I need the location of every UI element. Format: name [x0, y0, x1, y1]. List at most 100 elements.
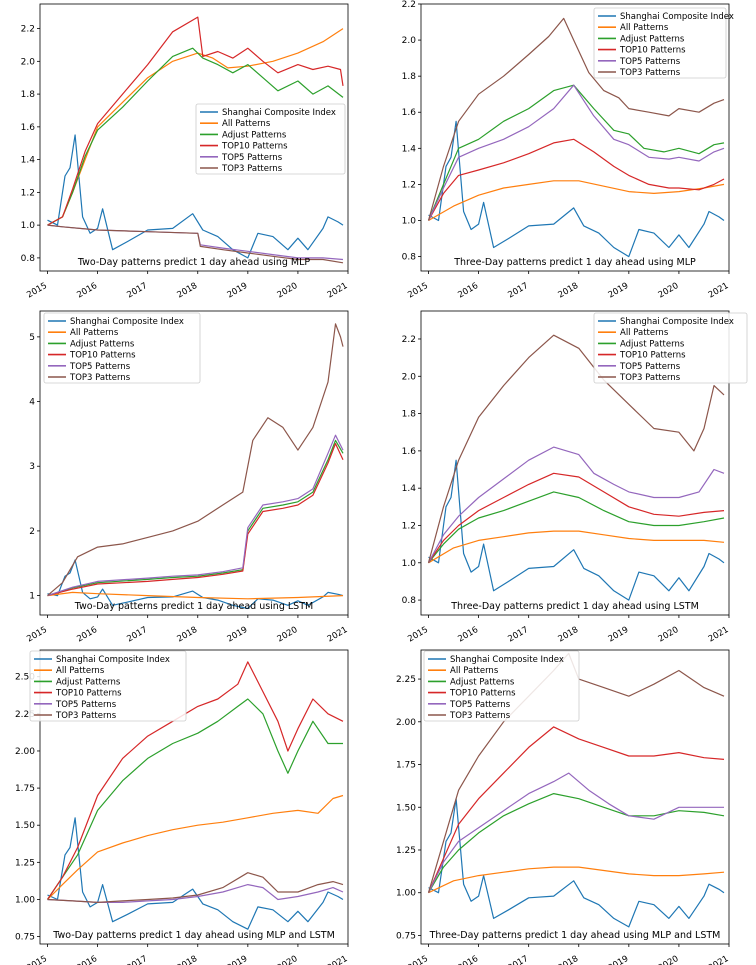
x-tick-label: 2015	[25, 625, 49, 644]
y-tick-label: 0.8	[21, 254, 36, 264]
y-tick-label: 1.4	[402, 484, 417, 494]
y-tick-label: 2.0	[402, 36, 417, 46]
y-tick-label: 1.0	[21, 221, 36, 231]
y-tick-label: 2	[29, 527, 35, 537]
chart-panel-2: 0.8 1.0 1.2 1.4 1.6 1.8 2.0 2.2 2015 2016 2017 2018…	[402, 0, 734, 300]
axes-frame	[39, 649, 349, 945]
legend-label: TOP10 Patterns	[619, 351, 686, 361]
series-line-5	[47, 434, 344, 597]
y-tick-label: 5	[29, 333, 35, 343]
series-line-3	[47, 47, 344, 226]
series-line-1	[428, 459, 725, 601]
legend-box	[195, 103, 346, 175]
x-tick-label: 2021	[707, 625, 731, 644]
chart-title: Two-Day patterns predict 1 day ahead usi…	[52, 930, 335, 941]
legend-label: TOP3 Patterns	[449, 711, 511, 721]
y-tick-label: 2.25	[15, 710, 35, 720]
legend-label: Adjust Patterns	[70, 339, 135, 349]
x-tick-label: 2021	[326, 625, 350, 644]
legend-label: All Patterns	[620, 23, 669, 33]
chart-title: Three-Day patterns predict 1 day ahead u…	[429, 930, 721, 941]
x-tick-label: 2016	[456, 954, 480, 965]
y-tick-label: 1.8	[402, 410, 417, 420]
y-tick-label: 1.4	[402, 144, 417, 154]
y-tick-label: 1.8	[402, 72, 417, 82]
legend-label: TOP5 Patterns	[55, 700, 117, 710]
y-tick-label: 1	[29, 592, 35, 602]
series-line-5	[427, 84, 725, 221]
series-line-1	[47, 817, 344, 930]
legend-label: All Patterns	[620, 328, 669, 338]
x-tick-label: 2020	[276, 281, 300, 300]
series-line-6	[427, 17, 725, 221]
series-line-3	[427, 84, 725, 221]
x-tick-label: 2020	[657, 625, 681, 644]
x-tick-label: 2018	[176, 954, 200, 965]
x-tick-label: 2016	[75, 625, 99, 644]
y-tick-label: 1.25	[396, 846, 416, 856]
y-tick-label: 1.8	[21, 90, 36, 100]
series-line-5	[47, 224, 344, 261]
series-line-4	[47, 443, 344, 597]
y-tick-label: 2.2	[402, 0, 416, 10]
series-line-3	[428, 491, 725, 564]
x-tick-label: 2017	[125, 625, 149, 644]
legend-label: TOP5 Patterns	[619, 362, 681, 372]
y-tick-label: 1.75	[396, 761, 416, 771]
x-tick-label: 2015	[406, 954, 430, 965]
x-tick-label: 2016	[456, 625, 480, 644]
y-tick-label: 1.2	[402, 521, 416, 531]
y-tick-label: 3	[29, 462, 35, 472]
y-tick-label: 1.6	[21, 123, 36, 133]
series-line-2	[47, 794, 344, 900]
chart-panel-6: 0.75 1.00 1.25 1.50 1.75 2.00 2.25 2015 2016 2017…	[396, 649, 731, 965]
chart-panel-1: 0.8 1.0 1.2 1.4 1.6 1.8 2.0 2.2 2015 2016 2017 2018…	[21, 3, 350, 300]
x-tick-label: 2019	[226, 281, 250, 300]
axes-frame	[420, 310, 730, 616]
x-tick-label: 2017	[125, 281, 149, 300]
legend-label: TOP3 Patterns	[69, 373, 131, 383]
axes-frame	[420, 3, 730, 272]
legend-label: All Patterns	[70, 328, 119, 338]
x-tick-label: 2020	[657, 954, 681, 965]
x-tick-label: 2021	[326, 281, 350, 300]
x-tick-label: 2016	[75, 281, 99, 300]
series-line-1	[47, 134, 344, 259]
legend-label: TOP10 Patterns	[55, 689, 122, 699]
legend-label: TOP3 Patterns	[221, 164, 283, 174]
legend-box	[43, 312, 201, 384]
legend-label: TOP3 Patterns	[619, 68, 681, 78]
y-tick-label: 1.50	[15, 821, 35, 831]
x-tick-label: 2016	[75, 954, 99, 965]
legend-label: Shanghai Composite Index	[222, 108, 336, 118]
legend-label: Shanghai Composite Index	[450, 655, 564, 665]
legend-label: Adjust Patterns	[450, 677, 515, 687]
series-line-4	[47, 16, 344, 226]
y-tick-label: 1.2	[402, 180, 416, 190]
legend-label: TOP10 Patterns	[221, 142, 288, 152]
series-line-2	[428, 180, 725, 222]
series-line-6	[47, 872, 344, 904]
x-tick-label: 2015	[406, 625, 430, 644]
series-line-1	[47, 559, 344, 610]
legend-box	[593, 312, 748, 384]
series-line-3	[427, 792, 725, 894]
y-tick-label: 2.2	[21, 25, 35, 35]
y-tick-label: 1.2	[21, 188, 35, 198]
chart-title: Two-Day patterns predict 1 day ahead usi…	[74, 601, 313, 612]
y-tick-label: 1.0	[402, 216, 417, 226]
chart-title: Three-Day patterns predict 1 day ahead u…	[453, 257, 696, 268]
legend-label: Shanghai Composite Index	[620, 317, 734, 327]
x-tick-label: 2018	[176, 625, 200, 644]
x-tick-label: 2019	[607, 625, 631, 644]
x-tick-label: 2018	[557, 954, 581, 965]
legend-label: Adjust Patterns	[620, 339, 685, 349]
x-tick-label: 2015	[25, 281, 49, 300]
chart-title: Three-Day patterns predict 1 day ahead u…	[450, 601, 699, 612]
series-line-3	[47, 439, 344, 597]
x-tick-label: 2018	[176, 281, 200, 300]
y-tick-label: 1.00	[15, 895, 35, 905]
axes-frame	[39, 3, 349, 272]
chart-title: Two-Day patterns predict 1 day ahead usi…	[77, 257, 311, 268]
